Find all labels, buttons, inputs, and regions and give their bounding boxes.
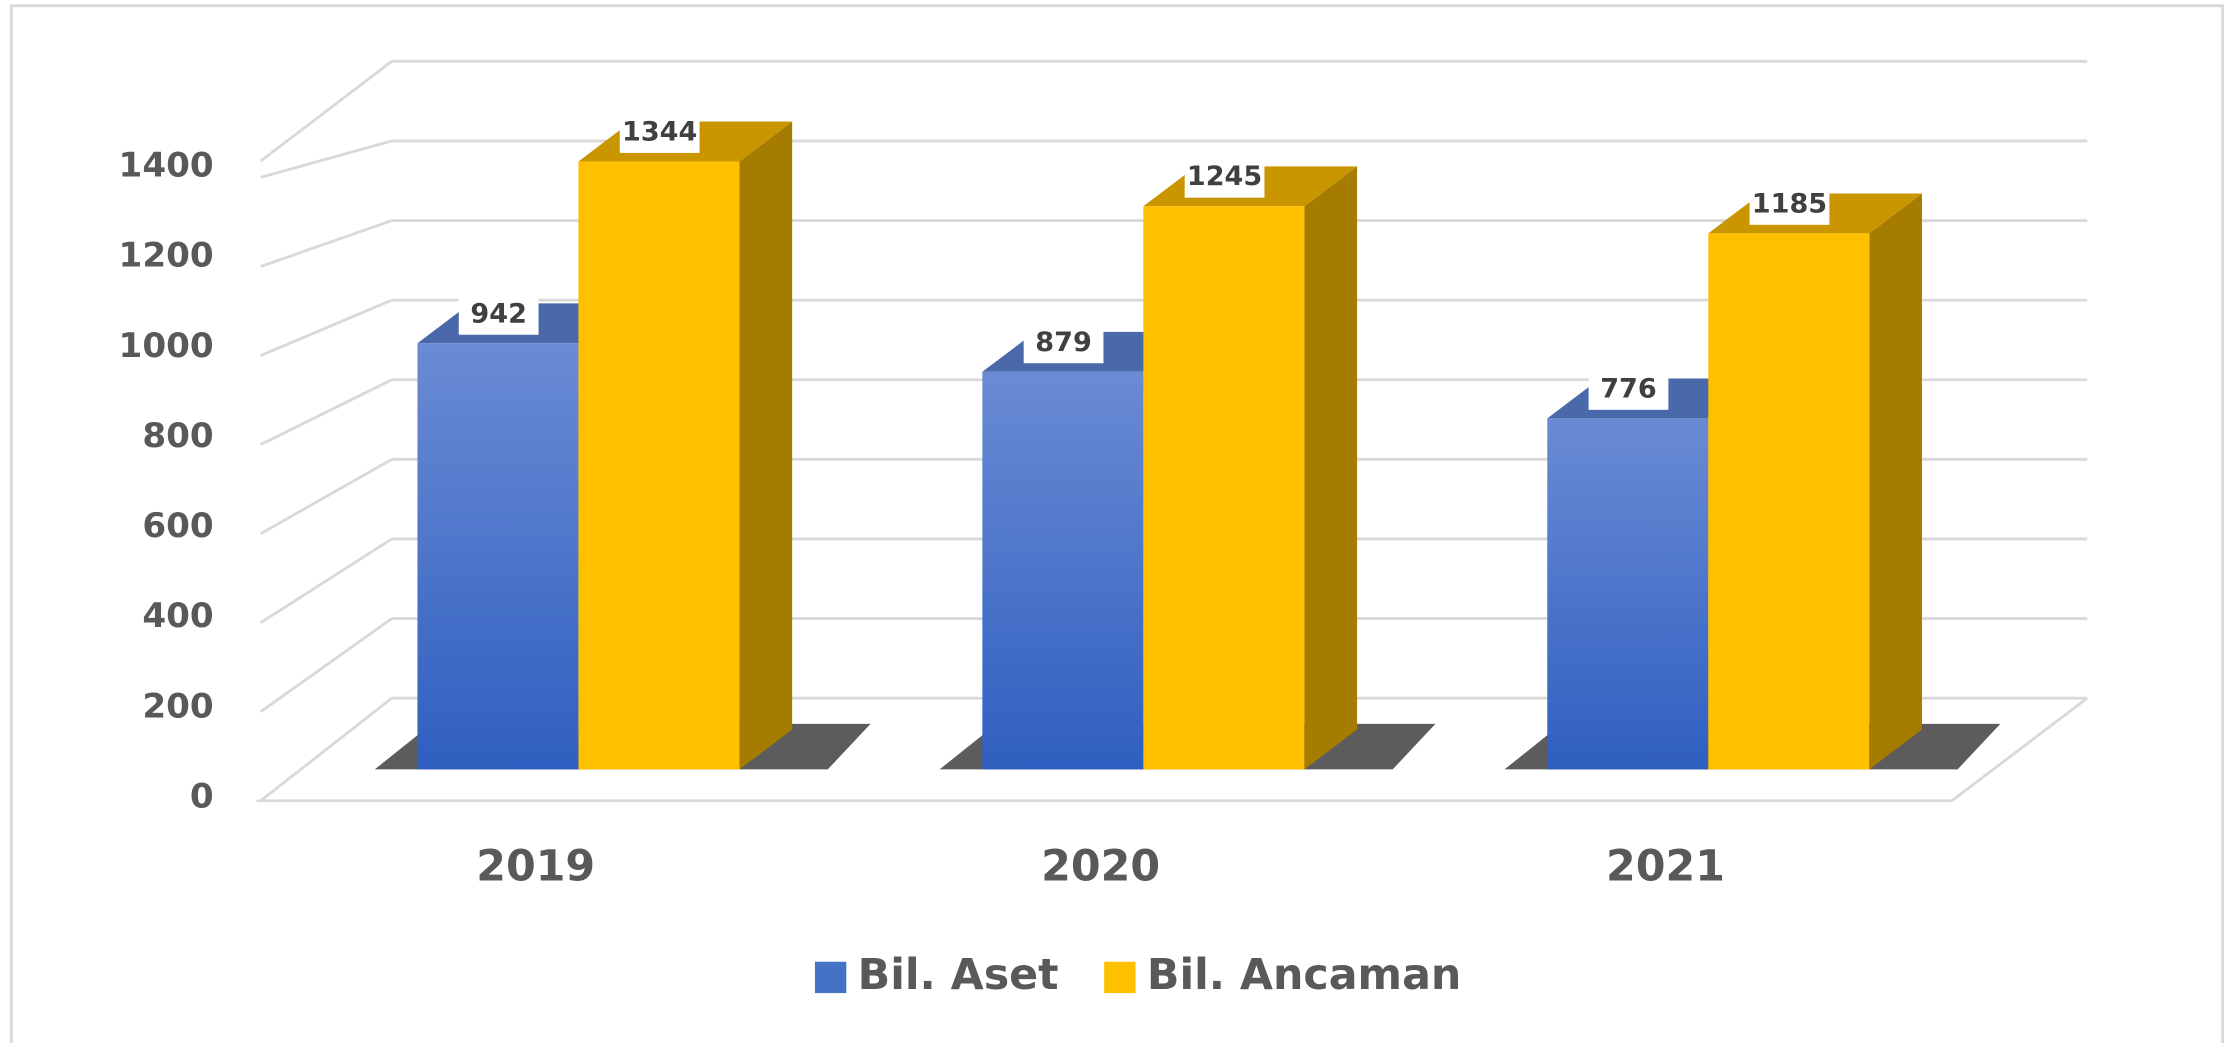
data-label-box bbox=[1749, 184, 1830, 225]
data-label-box bbox=[619, 112, 700, 153]
y-tick-label: 1000 bbox=[119, 326, 214, 366]
side-grid-line bbox=[259, 617, 393, 713]
x-tick-label: 2019 bbox=[476, 842, 595, 892]
bar bbox=[578, 161, 740, 770]
floor-right bbox=[1951, 697, 2089, 802]
x-tick-label: 2021 bbox=[1606, 842, 1725, 892]
wall-top-side bbox=[259, 60, 393, 163]
legend-label: Bil. Ancaman bbox=[1147, 950, 1461, 1000]
bar bbox=[1143, 206, 1305, 770]
side-grid-line bbox=[260, 298, 393, 357]
data-label: 1344 bbox=[622, 116, 697, 147]
y-tick-label: 1400 bbox=[119, 146, 214, 186]
side-grid-line bbox=[260, 139, 393, 179]
x-tick-label: 2020 bbox=[1041, 842, 1160, 892]
y-tick-label: 800 bbox=[142, 416, 213, 456]
bar-side bbox=[739, 121, 793, 770]
legend-swatch bbox=[814, 961, 847, 994]
y-tick-label: 600 bbox=[142, 506, 213, 546]
y-tick-label: 200 bbox=[142, 686, 213, 726]
data-label-box bbox=[458, 294, 539, 335]
data-label-box bbox=[1184, 157, 1265, 198]
data-label: 879 bbox=[1035, 327, 1092, 358]
data-label-box bbox=[1588, 369, 1669, 410]
legend-label: Bil. Aset bbox=[858, 950, 1059, 1000]
data-label: 776 bbox=[1600, 373, 1657, 404]
bar bbox=[982, 371, 1144, 770]
bar-side bbox=[1869, 193, 1922, 770]
y-tick-label: 400 bbox=[142, 596, 213, 636]
data-label-box bbox=[1023, 323, 1104, 364]
data-label: 1185 bbox=[1752, 188, 1827, 219]
side-grid-line bbox=[259, 537, 393, 624]
data-label: 942 bbox=[470, 298, 527, 329]
side-grid-line bbox=[259, 697, 393, 802]
side-grid-line bbox=[260, 378, 393, 446]
bar bbox=[1547, 418, 1709, 770]
legend-swatch bbox=[1104, 961, 1136, 994]
y-tick-label: 0 bbox=[190, 776, 214, 816]
y-tick-label: 1200 bbox=[119, 236, 214, 276]
side-grid-line bbox=[260, 219, 393, 268]
data-label: 1245 bbox=[1187, 161, 1262, 192]
bar bbox=[1708, 233, 1870, 770]
side-grid-line bbox=[260, 458, 393, 535]
bar bbox=[417, 343, 579, 770]
bar-side bbox=[1304, 166, 1358, 770]
